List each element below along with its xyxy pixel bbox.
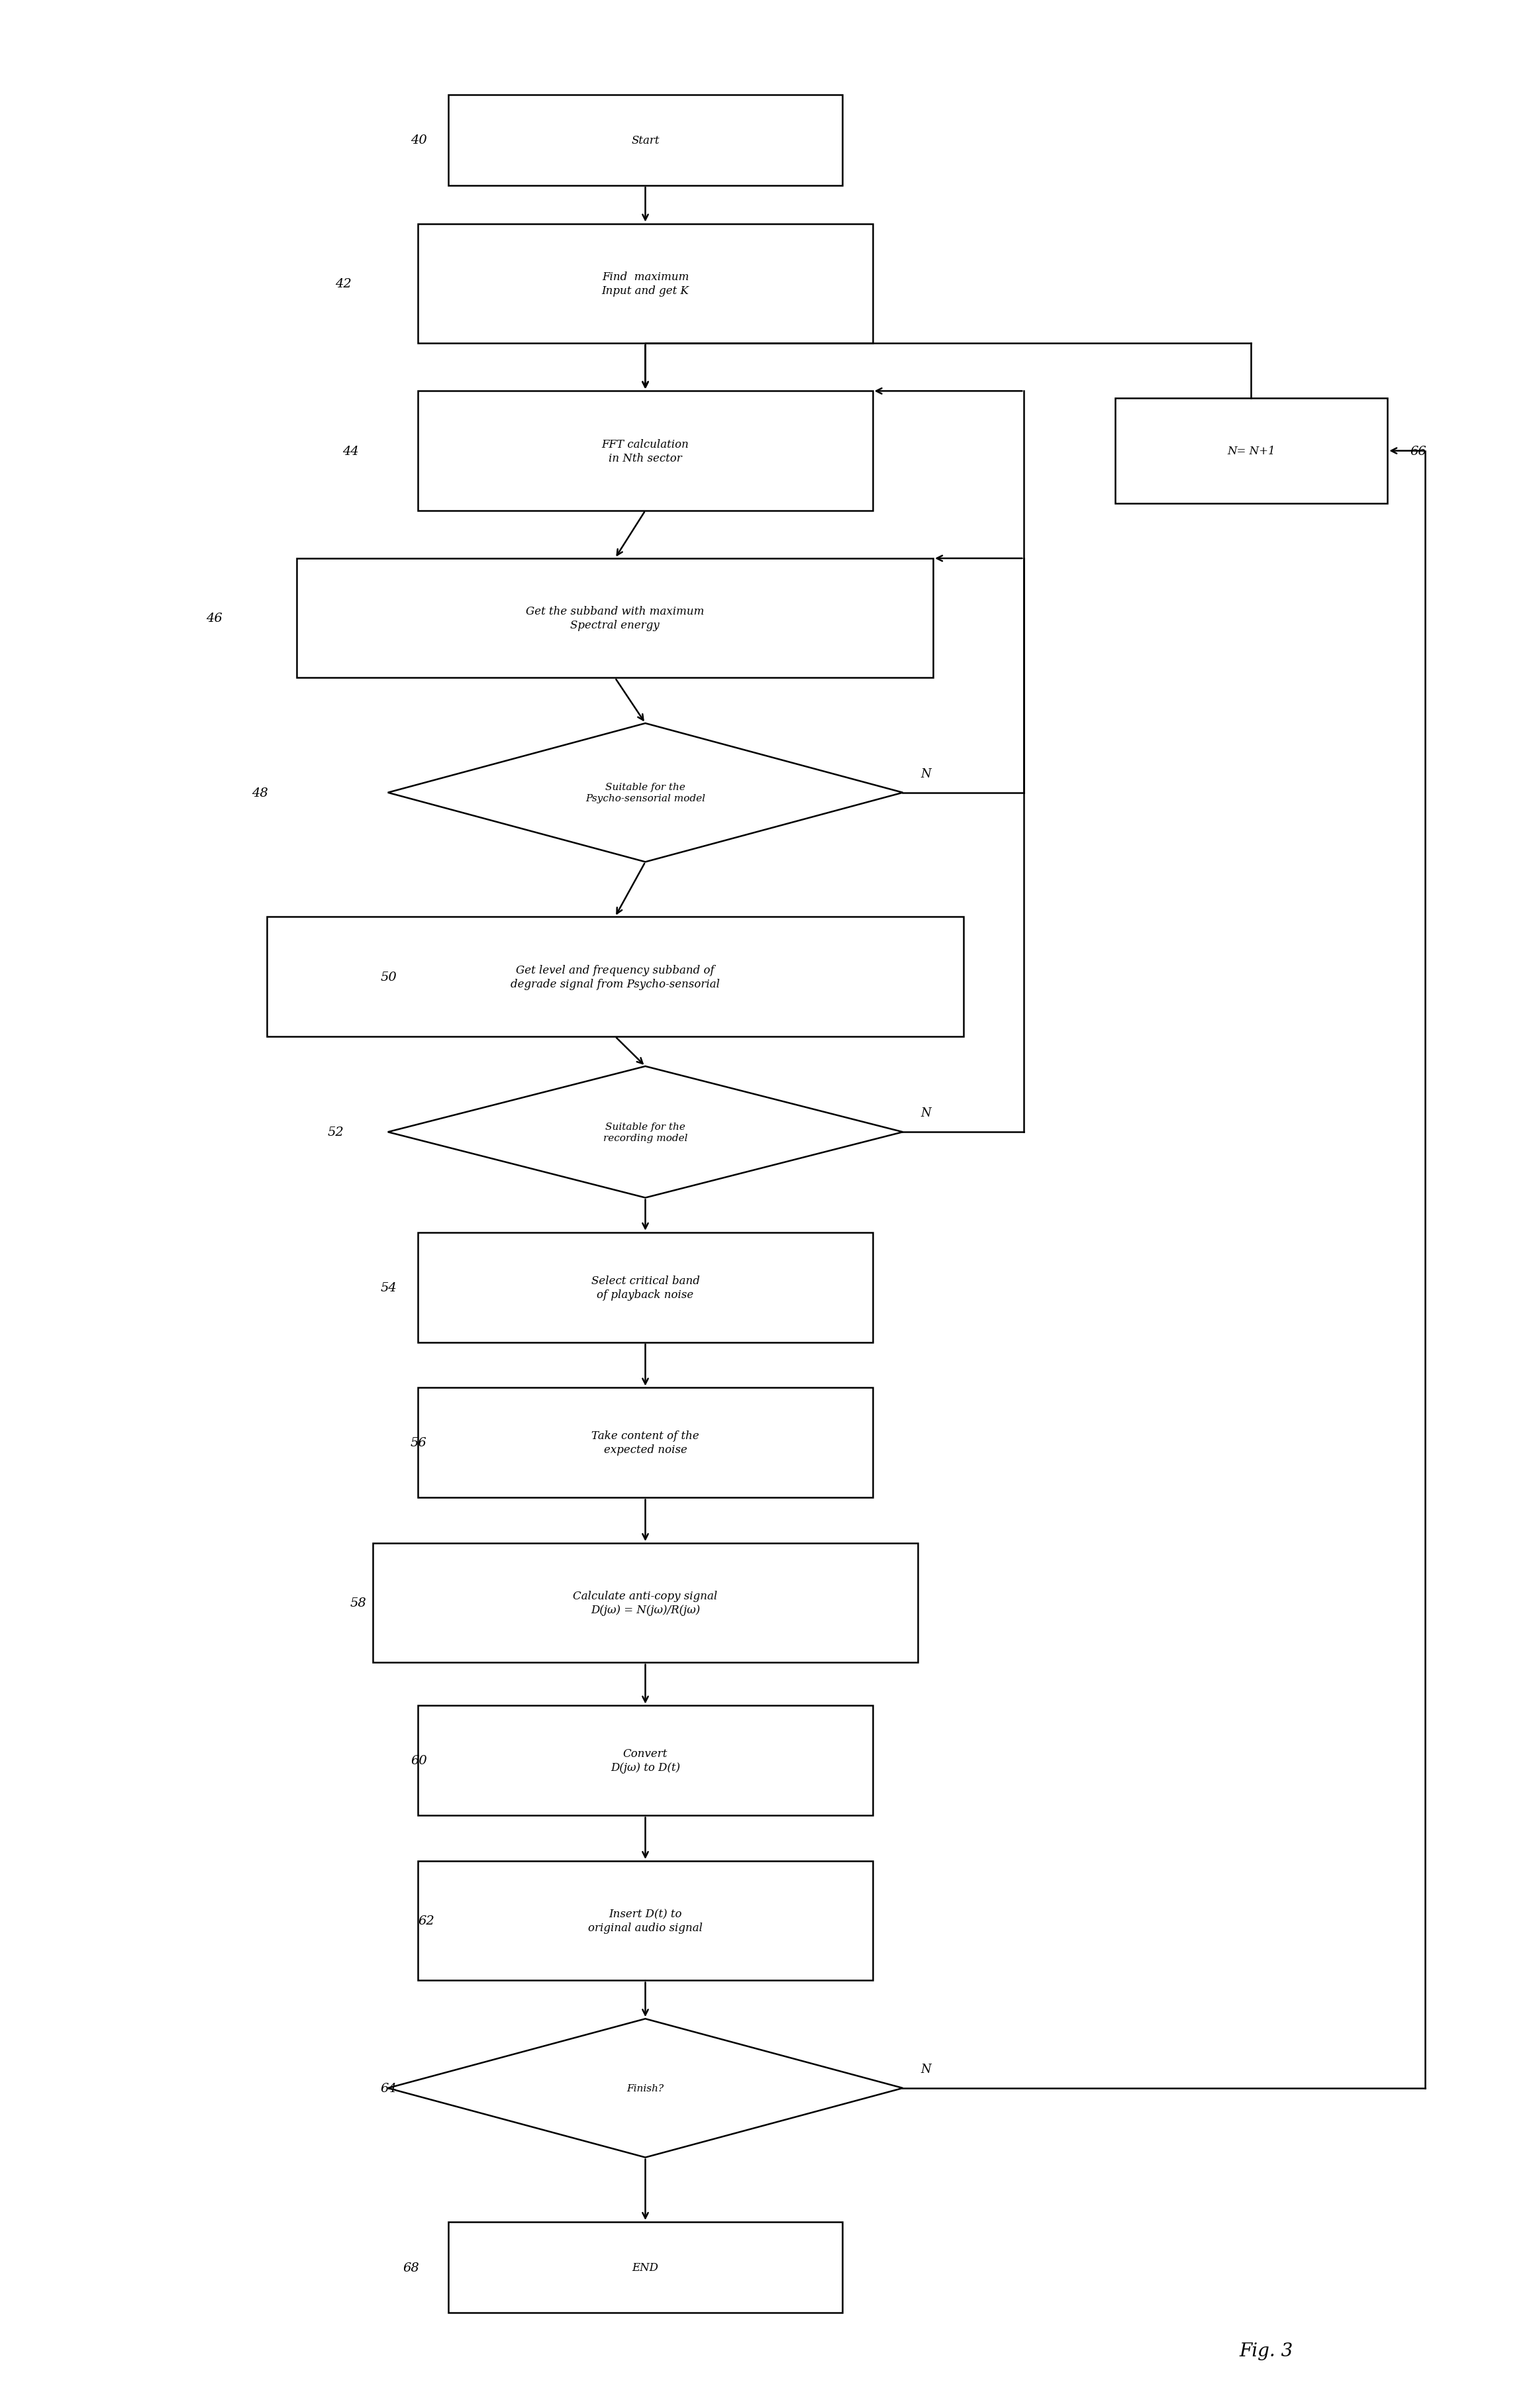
Text: Select critical band
of playback noise: Select critical band of playback noise [592, 1276, 699, 1300]
Text: Insert D(t) to
original audio signal: Insert D(t) to original audio signal [589, 1907, 702, 1934]
Text: 40: 40 [411, 135, 428, 147]
Text: FFT calculation
in Nth sector: FFT calculation in Nth sector [601, 438, 688, 465]
FancyBboxPatch shape [419, 1861, 872, 1982]
Text: N: N [921, 1108, 932, 1120]
FancyBboxPatch shape [419, 1233, 872, 1344]
Text: Take content of the
expected noise: Take content of the expected noise [592, 1430, 699, 1454]
FancyBboxPatch shape [419, 224, 872, 344]
FancyBboxPatch shape [449, 96, 842, 185]
Text: Get level and frequency subband of
degrade signal from Psycho-sensorial: Get level and frequency subband of degra… [510, 966, 719, 990]
Text: 42: 42 [334, 277, 351, 289]
Text: 44: 44 [342, 445, 359, 458]
Text: 60: 60 [411, 1755, 428, 1767]
Text: Suitable for the
Psycho-sensorial model: Suitable for the Psycho-sensorial model [586, 783, 705, 804]
Text: 52: 52 [327, 1127, 343, 1139]
FancyBboxPatch shape [419, 1387, 872, 1498]
FancyBboxPatch shape [1114, 400, 1387, 503]
Text: 58: 58 [350, 1597, 366, 1609]
Text: 56: 56 [411, 1438, 428, 1450]
Text: Convert
D(jω) to D(t): Convert D(jω) to D(t) [610, 1748, 681, 1772]
Text: 62: 62 [419, 1914, 434, 1926]
Text: Start: Start [632, 135, 659, 147]
Polygon shape [388, 2018, 903, 2158]
Polygon shape [388, 725, 903, 862]
Text: Fig. 3: Fig. 3 [1239, 2343, 1294, 2360]
Text: 68: 68 [403, 2261, 420, 2273]
Text: N: N [921, 2064, 932, 2076]
Text: 48: 48 [251, 787, 268, 799]
Text: 54: 54 [380, 1281, 397, 1293]
Text: Calculate anti-copy signal
D(jω) = N(jω)/R(jω): Calculate anti-copy signal D(jω) = N(jω)… [573, 1592, 717, 1616]
FancyBboxPatch shape [373, 1544, 918, 1664]
Text: N: N [921, 768, 932, 780]
FancyBboxPatch shape [449, 2223, 842, 2312]
Text: 66: 66 [1410, 445, 1427, 458]
FancyBboxPatch shape [419, 393, 872, 510]
Text: 50: 50 [380, 970, 397, 982]
Text: 46: 46 [205, 612, 222, 624]
Text: END: END [632, 2261, 659, 2273]
Text: Find  maximum
Input and get K: Find maximum Input and get K [601, 272, 688, 296]
Text: N= N+1: N= N+1 [1226, 445, 1275, 458]
FancyBboxPatch shape [297, 559, 934, 679]
Text: 64: 64 [380, 2083, 397, 2095]
FancyBboxPatch shape [267, 917, 963, 1038]
Text: Get the subband with maximum
Spectral energy: Get the subband with maximum Spectral en… [526, 607, 704, 631]
Text: Suitable for the
recording model: Suitable for the recording model [602, 1122, 687, 1144]
Polygon shape [388, 1067, 903, 1199]
FancyBboxPatch shape [419, 1705, 872, 1816]
Text: Finish?: Finish? [627, 2083, 664, 2093]
